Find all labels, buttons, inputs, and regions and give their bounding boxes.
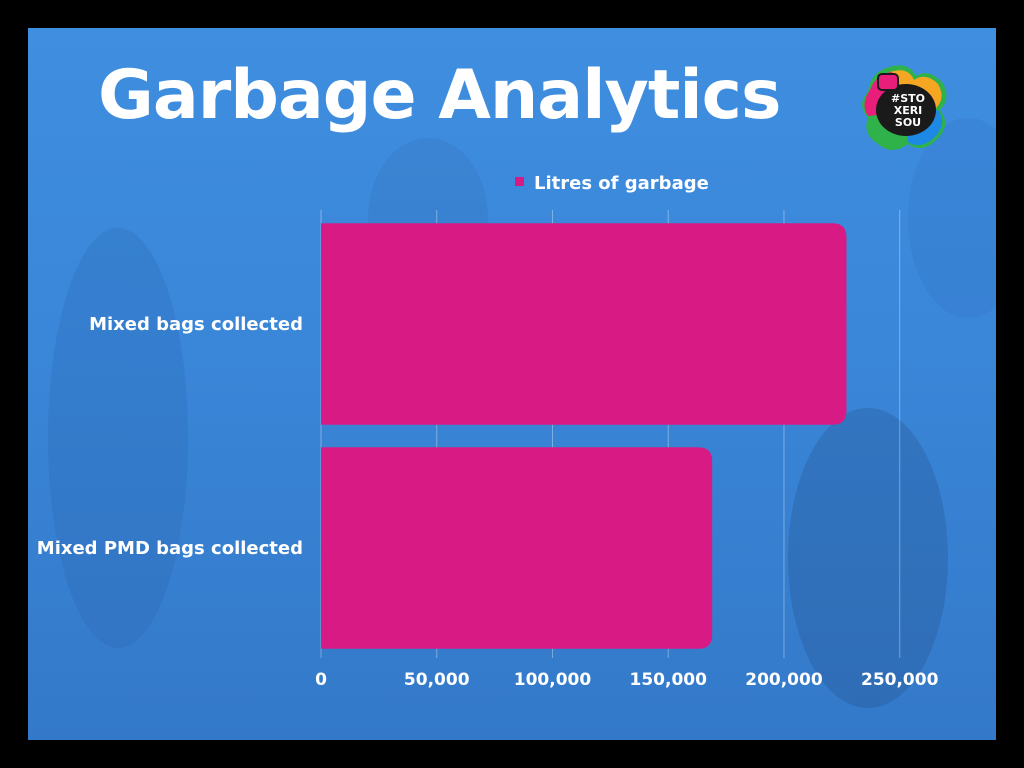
bar-2 [321, 447, 713, 649]
x-tick-label: 100,000 [514, 670, 592, 690]
category-label: Mixed PMD bags collected [37, 538, 303, 559]
x-tick-label: 200,000 [745, 670, 823, 690]
bar-chart: Mixed bags collected Mixed PMD bags colle… [37, 173, 939, 690]
logo-line-2: XERI [894, 104, 923, 117]
background-blob [48, 228, 188, 648]
x-axis-ticks: 0 50,000 100,000 150,000 200,000 250,000 [315, 670, 939, 690]
bars [321, 223, 847, 649]
legend: Litres of garbage [515, 173, 709, 194]
x-tick-label: 0 [315, 670, 327, 690]
sto-xeri-sou-logo: #STO XERI SOU [862, 65, 947, 150]
logo-line-3: SOU [895, 116, 921, 129]
background-blob [908, 118, 996, 318]
logo-line-1: #STO [891, 92, 925, 105]
legend-label: Litres of garbage [534, 173, 709, 194]
x-tick-label: 50,000 [404, 670, 470, 690]
background-blob [788, 408, 948, 708]
category-labels: Mixed bags collected Mixed PMD bags colle… [37, 314, 303, 559]
slide-title: Garbage Analytics [98, 56, 781, 135]
category-label: Mixed bags collected [89, 314, 303, 335]
x-tick-label: 150,000 [630, 670, 708, 690]
bar-1 [321, 223, 847, 425]
slide: Garbage Analytics #STO XERI SOU Mixed ba… [28, 28, 996, 740]
x-tick-label: 250,000 [861, 670, 939, 690]
legend-swatch [515, 177, 524, 186]
